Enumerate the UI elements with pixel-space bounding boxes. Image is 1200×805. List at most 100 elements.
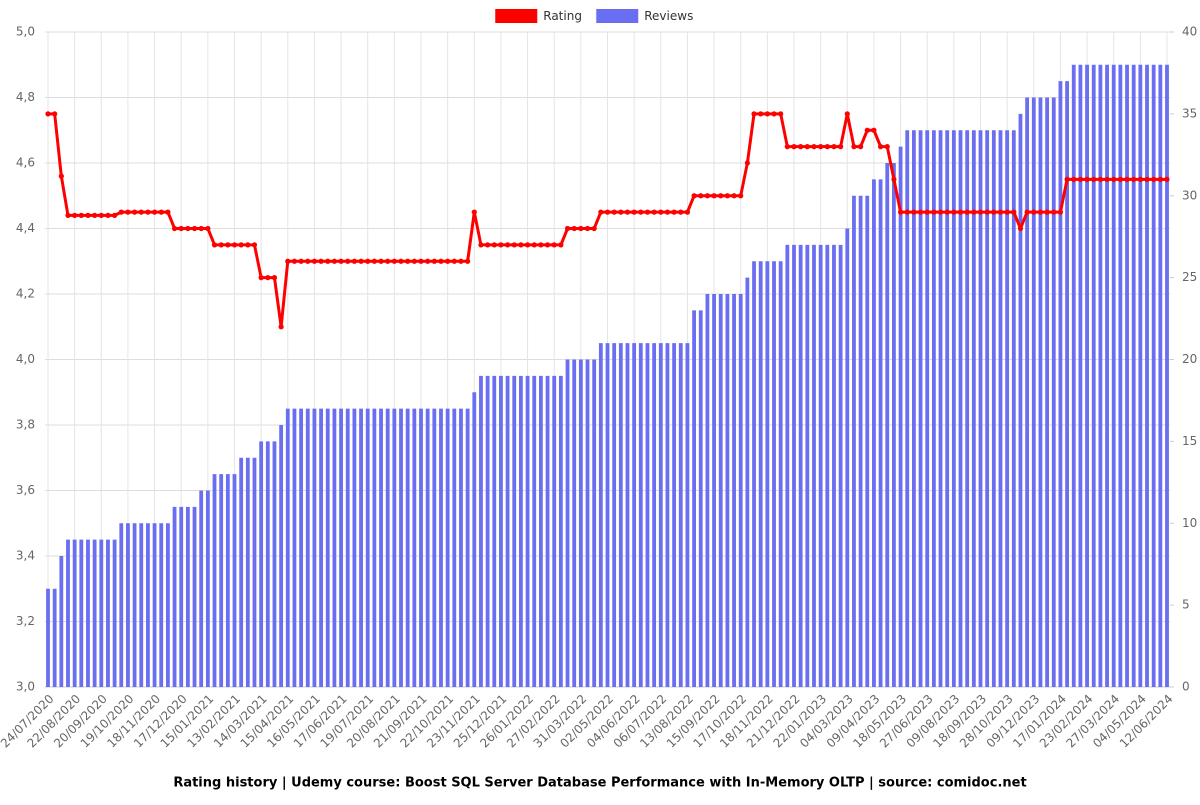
bar [625, 343, 630, 687]
bar [1098, 64, 1103, 687]
point [704, 193, 711, 199]
bar [911, 130, 916, 687]
bar [725, 294, 730, 687]
point [558, 242, 564, 248]
point [758, 111, 764, 117]
point [1157, 176, 1163, 182]
point [798, 144, 804, 150]
point [398, 258, 404, 264]
point [678, 209, 684, 215]
point [425, 258, 431, 264]
point [405, 258, 411, 264]
point [511, 242, 517, 248]
point [458, 258, 464, 264]
bar [765, 261, 770, 687]
bar [199, 490, 204, 687]
point [504, 242, 511, 248]
bar [712, 294, 716, 687]
point [1071, 176, 1077, 182]
point [964, 209, 970, 215]
bar [132, 523, 137, 687]
point [158, 209, 164, 215]
point [285, 258, 291, 264]
point [864, 127, 870, 133]
point [1164, 176, 1170, 182]
bar [472, 392, 477, 687]
bar [818, 244, 823, 687]
point [618, 209, 624, 215]
point [1064, 176, 1070, 182]
bar [265, 441, 270, 687]
bar [738, 294, 743, 687]
bar [718, 294, 723, 687]
point [984, 209, 990, 215]
point [631, 209, 637, 215]
bar-series [46, 64, 1169, 687]
point [784, 144, 790, 150]
bar [452, 408, 457, 687]
bar [918, 130, 923, 687]
point [818, 144, 824, 150]
bar [525, 375, 530, 687]
legend-label: Rating [543, 9, 582, 23]
point [465, 258, 471, 264]
bar [978, 130, 983, 687]
point [811, 144, 817, 150]
bar [732, 294, 736, 687]
bar [538, 375, 543, 687]
point [72, 212, 78, 218]
bar [519, 375, 523, 687]
point [1011, 209, 1017, 215]
point [338, 258, 344, 264]
point [1144, 176, 1150, 182]
bar [1038, 97, 1043, 687]
point [218, 242, 224, 248]
y-tick-label: 3,8 [16, 418, 35, 432]
bar [931, 130, 936, 687]
bar [219, 474, 224, 687]
bar [951, 130, 956, 687]
bar [798, 244, 803, 687]
bar [812, 244, 816, 687]
bar [272, 441, 277, 687]
bar [778, 261, 783, 687]
point [831, 144, 837, 150]
bar [146, 523, 150, 687]
bar [119, 523, 124, 687]
bar [938, 130, 943, 687]
point [418, 258, 424, 264]
bar [1045, 97, 1050, 687]
point [711, 193, 717, 199]
bar [585, 359, 590, 687]
bar [532, 375, 537, 687]
bar [752, 261, 756, 687]
bar [745, 277, 750, 687]
point [258, 275, 264, 281]
point [211, 242, 218, 248]
bar [459, 408, 463, 687]
bar [412, 408, 417, 687]
bar [1085, 64, 1089, 687]
bar [758, 261, 763, 687]
bar [672, 343, 677, 687]
point [971, 209, 977, 215]
bar [285, 408, 290, 687]
bar [1018, 113, 1023, 687]
point [604, 209, 611, 215]
point [524, 242, 531, 248]
bar [46, 588, 50, 687]
point [691, 193, 697, 199]
point [45, 111, 51, 117]
point [185, 225, 191, 232]
point [824, 144, 830, 150]
y-tick-label: 4,8 [16, 90, 35, 104]
bar [638, 343, 643, 687]
point [491, 242, 497, 248]
point [1051, 209, 1057, 215]
bar [578, 359, 583, 687]
bar [872, 179, 876, 687]
point [171, 225, 178, 232]
bar [1165, 64, 1169, 687]
point [271, 275, 278, 281]
